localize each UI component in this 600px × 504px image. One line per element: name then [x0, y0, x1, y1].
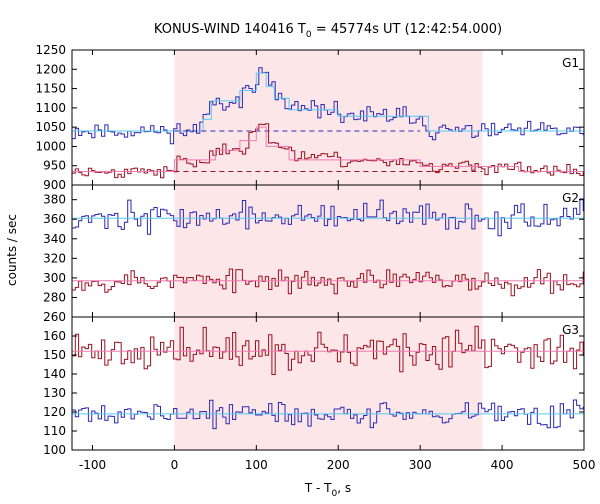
y-tick-label: 1050: [35, 120, 66, 134]
y-tick-label: 260: [43, 310, 66, 324]
y-tick-label: 160: [43, 329, 66, 343]
panel-label-G3: G3: [562, 323, 579, 337]
text-layer: KONUS-WIND 140416 T0 = 45774s UT (12:42:…: [5, 22, 595, 499]
series-line-G1-red: [72, 123, 584, 179]
y-tick-label: 130: [43, 386, 66, 400]
x-tick-label: 400: [491, 458, 514, 472]
y-axis-title: counts / sec: [5, 214, 19, 286]
y-tick-label: 320: [43, 251, 66, 265]
y-tick-label: 950: [43, 159, 66, 173]
y-tick-label: 1100: [35, 101, 66, 115]
series-line-G2-blue: [72, 198, 584, 237]
y-tick-label: 150: [43, 348, 66, 362]
series-line-G1-blue: [72, 67, 584, 145]
y-tick-label: 280: [43, 290, 66, 304]
background-fit-G1-red: [72, 126, 584, 172]
y-tick-label: 1000: [35, 139, 66, 153]
series-line-G2-red: [72, 268, 584, 297]
panel-label-G1: G1: [562, 56, 579, 70]
y-tick-label: 900: [43, 178, 66, 192]
y-tick-label: 1150: [35, 82, 66, 96]
x-tick-label: 300: [409, 458, 432, 472]
y-tick-label: 380: [43, 193, 66, 207]
y-tick-label: 1200: [35, 62, 66, 76]
y-tick-label: 1250: [35, 43, 66, 57]
x-tick-label: 500: [573, 458, 596, 472]
y-tick-label: 340: [43, 232, 66, 246]
panel-label-G2: G2: [562, 191, 579, 205]
panel-frame-G3: [71, 316, 585, 451]
x-tick-label: 100: [245, 458, 268, 472]
shaded-interval: [174, 50, 483, 450]
y-tick-label: 300: [43, 271, 66, 285]
shaded-interval-layer: [174, 50, 483, 450]
data-layer: [72, 67, 584, 430]
y-tick-label: 140: [43, 367, 66, 381]
background-fit-G1-blue: [72, 72, 584, 132]
y-tick-label: 110: [43, 424, 66, 438]
x-tick-label: 0: [171, 458, 179, 472]
frame-layer: [71, 49, 585, 451]
y-tick-label: 360: [43, 212, 66, 226]
x-tick-label: 200: [327, 458, 350, 472]
y-tick-label: 120: [43, 405, 66, 419]
y-tick-label: 100: [43, 443, 66, 457]
chart-title: KONUS-WIND 140416 T0 = 45774s UT (12:42:…: [154, 22, 502, 40]
x-tick-label: -100: [79, 458, 106, 472]
x-axis-title: T - T0, s: [304, 481, 351, 499]
